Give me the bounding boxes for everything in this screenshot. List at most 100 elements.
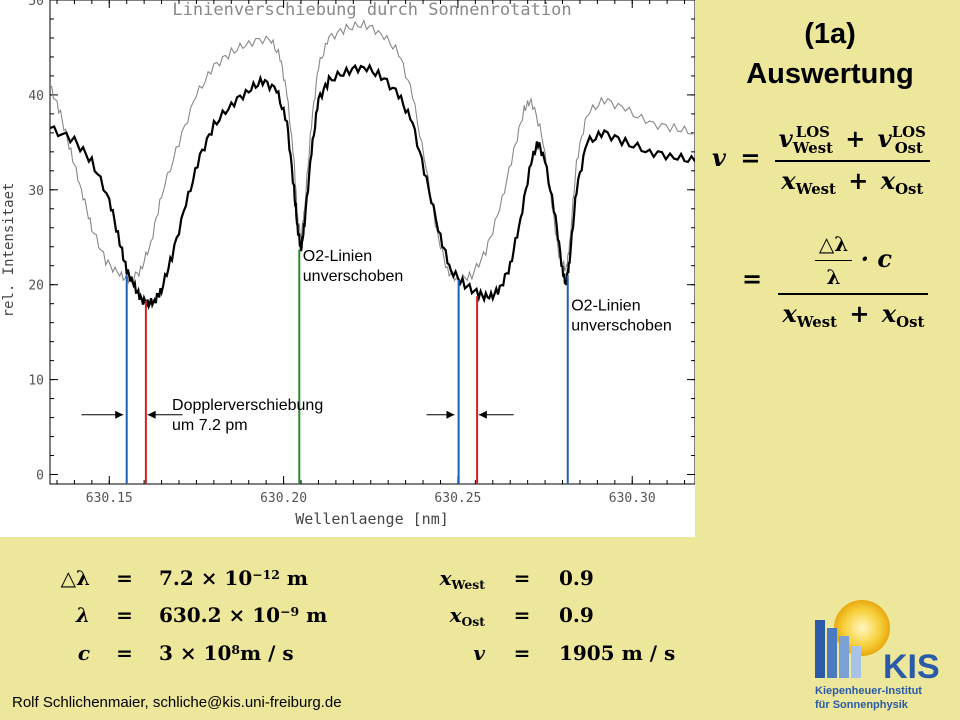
result-eq: = [513,603,531,627]
value-eq: = [116,566,133,590]
x-tick-label: 630.25 [434,491,481,506]
value-row: λ = 630.2 × 10−9 m [40,603,327,627]
y-tick-label: 20 [28,279,44,294]
result-rhs: 1905 m / s [558,641,676,665]
result-eq: = [513,566,531,590]
series-layer [49,19,695,311]
arrow-head [478,410,487,419]
y-tick-label: 40 [28,89,44,104]
den2-x1: x [782,299,797,328]
x-tick-label: 630.20 [260,491,307,506]
num-v2-scripts: LOS Ost [891,122,926,157]
den-x2: x [880,166,896,196]
value-rhs: 7.2 × 10 [158,566,253,590]
annotation-text: um 7.2 pm [172,417,248,434]
value-row: △λ = 7.2 × 10−12 m [40,566,308,590]
x-tick-label: 630.30 [609,491,656,506]
annotations: O2-Linien unverschoben O2-Linien unverschob… [172,248,672,434]
den-x1-sub: West [795,180,836,199]
num-v1: v [778,124,793,153]
num-v2: v [877,124,892,153]
result-lhs: x [449,603,462,627]
formula-denominator: xWest + xOst [775,162,930,199]
x-axis-label: Wellenlaenge [nm] [295,510,449,528]
x-axis: 630.15 630.20 630.25 630.30 [56,0,686,506]
value-rhs: 3 × 10 [158,641,232,665]
result-row: xWest = 0.9 [410,566,594,593]
num-v2-sup: LOS [891,122,926,141]
value-lhs: △λ [60,566,90,590]
spectrum-chart: Linienverschiebung durch Sonnenrotation … [1,0,695,528]
num-v1-sup: LOS [795,122,830,141]
value-exp: 8 [231,641,240,657]
value-lhs: c [77,641,90,665]
formula-doppler: = △λ λ · c xWest + xOst [742,232,929,332]
value-eq: = [116,603,133,627]
den-x2-sub: Ost [895,180,924,199]
value-exp: −9 [280,603,300,619]
result-lhs: x [439,566,452,590]
marker-lines [125,249,569,484]
slide-title-line2: Auswertung [746,58,914,90]
result-sub: West [451,577,486,593]
formula-equals: = [740,143,761,173]
formula-fraction: v LOS West + v LOS Ost xWest + xOst [774,122,930,199]
series-line-thick [49,62,695,311]
value-eq: = [116,641,133,665]
annotation-text: unverschoben [303,268,404,285]
y-axis: 0 10 20 30 40 50 [28,0,695,484]
result-lhs: v [473,641,485,665]
result-lhs-wrap: v [410,641,485,665]
kis-logo: KIS Kiepenheuer-Institut für Sonnenphysi… [815,600,940,711]
y-tick-label: 50 [28,0,44,9]
formula2-dot-c: · c [860,244,892,273]
logo-bar-4 [851,646,861,678]
formula2-numerator: △λ λ · c [778,232,929,295]
formula2-inner-fraction: △λ λ [814,232,853,289]
logo-line2: für Sonnenphysik [815,699,909,711]
footer-author: Rolf Schlichenmaier, schliche@kis.uni-fr… [12,694,342,711]
result-sub: Ost [461,614,486,630]
den2-plus: + [849,299,870,328]
slide-title-line1: (1a) [804,18,856,50]
value-row: c = 3 × 108m / s [40,641,294,665]
chart-title: Linienverschiebung durch Sonnenrotation [172,0,571,20]
num-v1-scripts: LOS West [793,122,833,156]
formula-velocity: v = v LOS West + v LOS Ost xWest + xOst [712,122,930,199]
result-row: xOst = 0.9 [410,603,594,630]
result-eq: = [513,641,531,665]
result-rhs: 0.9 [558,603,594,627]
result-rhs: 0.9 [558,566,594,590]
num-v2-sub: Ost [894,138,923,157]
formula-numerator: v LOS West + v LOS Ost [774,122,930,163]
y-axis-label: rel. Intensitaet [1,183,17,318]
annotation-text: O2-Linien [571,297,640,314]
result-lhs-wrap: xWest [410,566,486,593]
y-tick-label: 30 [28,184,44,199]
logo-name: KIS [883,648,940,686]
y-tick-label: 10 [28,374,44,389]
plot-frame [49,0,695,485]
value-lhs: λ [75,603,90,627]
arrow-head [147,410,156,419]
formula2-fraction: △λ λ · c xWest + xOst [778,232,929,332]
inner-den: λ [826,265,841,289]
series-line-thin [49,19,695,285]
logo-bar-2 [827,628,837,678]
den2-x1-sub: West [796,313,837,332]
den2-x2-sub: Ost [896,313,925,332]
annotation-text: unverschoben [571,317,672,334]
value-exp: −12 [252,566,280,582]
value-unit: m / s [240,641,294,665]
x-tick-label: 630.15 [86,491,133,506]
den2-x2: x [881,299,897,328]
den-plus: + [848,166,869,196]
num-plus: + [845,124,866,153]
arrow-head [446,410,455,419]
y-tick-label: 0 [36,469,44,484]
den-x1: x [781,166,796,196]
slide-title: (1a) Auswertung [700,14,960,94]
value-unit: m [279,566,308,590]
formula2-equals: = [742,263,763,293]
doppler-arrows [81,410,514,419]
